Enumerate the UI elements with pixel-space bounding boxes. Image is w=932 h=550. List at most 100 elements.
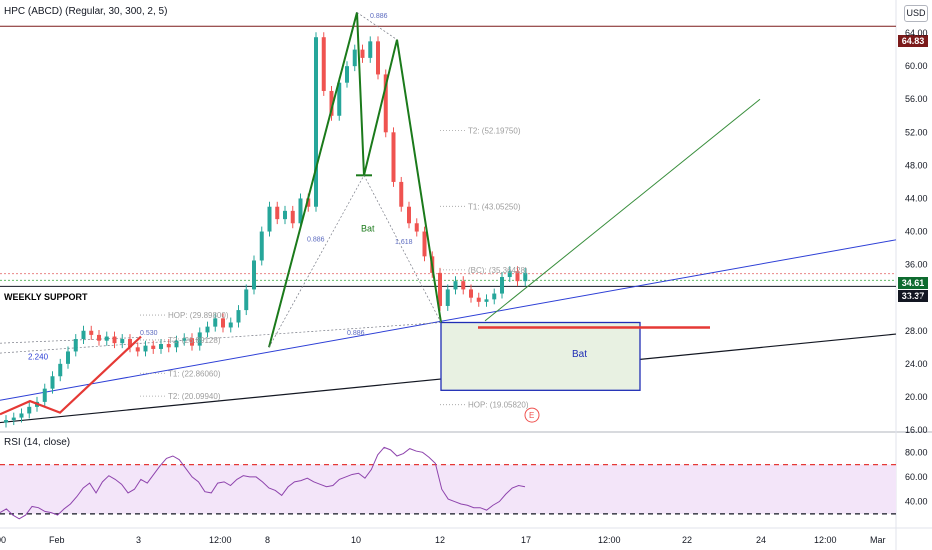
prz-box <box>440 321 641 391</box>
candle-body <box>151 345 156 349</box>
xb-dotted <box>268 175 365 348</box>
ratio-label: 0.886 <box>347 330 365 337</box>
candle-body <box>484 299 489 302</box>
candle-body <box>166 344 171 348</box>
candle-body <box>438 272 442 306</box>
candle-body <box>104 336 109 341</box>
chart-title: HPC (ABCD) (Regular, 30, 300, 2, 5) <box>4 6 168 17</box>
candle-body <box>321 37 326 91</box>
candle-body <box>4 420 8 423</box>
candle-body <box>174 340 179 348</box>
xa-dotted <box>0 337 142 344</box>
candle-body <box>275 206 280 220</box>
candle-body <box>128 339 132 348</box>
time-tick-label: 10 <box>351 535 361 545</box>
candle-body <box>461 281 466 290</box>
target-level-label: T1: (22.86060) <box>168 369 221 378</box>
candle-body <box>469 289 473 298</box>
time-tick-label: Mar <box>870 535 886 545</box>
candle-body <box>244 289 249 311</box>
rsi-line <box>0 446 526 520</box>
price-tick-label: 44.00 <box>905 193 928 203</box>
candle-body <box>399 181 404 207</box>
candle-body <box>197 332 202 346</box>
candle-body <box>112 336 117 344</box>
currency-button[interactable]: USD <box>904 5 928 22</box>
time-tick-label: 17 <box>521 535 531 545</box>
pattern-name-label: Bat <box>361 224 375 234</box>
candle-body <box>337 82 342 116</box>
candle-body <box>298 198 303 224</box>
abcd-pattern-line <box>0 335 142 416</box>
candle-body <box>500 277 504 294</box>
candle-body <box>314 37 318 207</box>
target-level-label: T2: (52.19750) <box>468 127 521 136</box>
candle-body <box>368 41 373 58</box>
candle-body <box>523 272 528 282</box>
candle-body <box>58 363 63 377</box>
price-tick-label: 32.00 <box>905 293 928 303</box>
green-projection-line <box>484 98 761 322</box>
rsi-tick-label: 80.00 <box>905 447 928 457</box>
price-tick-label: 52.00 <box>905 127 928 137</box>
candle-body <box>81 330 86 340</box>
candle-body <box>89 330 94 335</box>
price-tick-label: 24.00 <box>905 359 928 369</box>
candle-body <box>19 413 24 418</box>
candle-body <box>306 198 311 207</box>
rsi-band <box>0 464 896 514</box>
candle-body <box>329 90 334 116</box>
candle-body <box>414 223 419 232</box>
event-marker-label: E <box>529 411 534 420</box>
xd-dotted <box>0 322 442 354</box>
candle-body <box>391 132 396 182</box>
price-tick-label: 64.00 <box>905 28 928 38</box>
candle-body <box>66 351 70 364</box>
target-level-label: (BC): (35.36428) <box>468 266 528 275</box>
candle-body <box>492 293 497 300</box>
rsi-title: RSI (14, close) <box>4 437 71 448</box>
price-tick-label: 36.00 <box>905 260 928 270</box>
candle-body <box>352 49 357 67</box>
ratio-label: 0.886 <box>370 13 388 20</box>
time-tick-label: 24 <box>756 535 766 545</box>
candle-body <box>407 206 411 224</box>
candle-body <box>135 347 140 352</box>
candle-body <box>453 281 458 290</box>
candle-body <box>27 406 32 414</box>
candle-body <box>476 297 481 302</box>
time-tick-label: 3 <box>136 535 141 545</box>
candle-body <box>290 210 295 224</box>
price-tick-label: 28.00 <box>905 326 928 336</box>
candle-body <box>345 66 349 83</box>
candle-body <box>73 339 78 352</box>
candle-body <box>507 271 512 278</box>
candle-body <box>205 326 210 333</box>
candle-body <box>422 231 427 257</box>
price-tag-support: 33.37 <box>898 290 928 302</box>
time-tick-label: 12 <box>435 535 445 545</box>
price-tick-label: 40.00 <box>905 227 928 237</box>
candle-body <box>190 338 194 346</box>
candle-body <box>252 260 256 290</box>
target-level-label: HOP: (29.89800) <box>168 311 229 320</box>
candle-body <box>259 231 264 261</box>
candle-body <box>236 310 241 323</box>
event-marker <box>524 407 540 423</box>
price-tick-label: 48.00 <box>905 160 928 170</box>
target-level-label: T2: (20.09940) <box>168 392 221 401</box>
candle-body <box>97 334 101 341</box>
price-tick-label: 20.00 <box>905 392 928 402</box>
rsi-tick-label: 60.00 <box>905 472 928 482</box>
rsi-tick-label: 40.00 <box>905 497 928 507</box>
candle-body <box>383 74 388 133</box>
candle-body <box>515 271 520 282</box>
price-tick-label: 16.00 <box>905 425 928 435</box>
candle-body <box>267 206 272 232</box>
time-tick-label: 12:00 <box>598 535 621 545</box>
candle-body <box>143 345 148 352</box>
price-tick-label: 56.00 <box>905 94 928 104</box>
prz-box-label: Bat <box>572 349 587 360</box>
candle-body <box>376 41 380 75</box>
